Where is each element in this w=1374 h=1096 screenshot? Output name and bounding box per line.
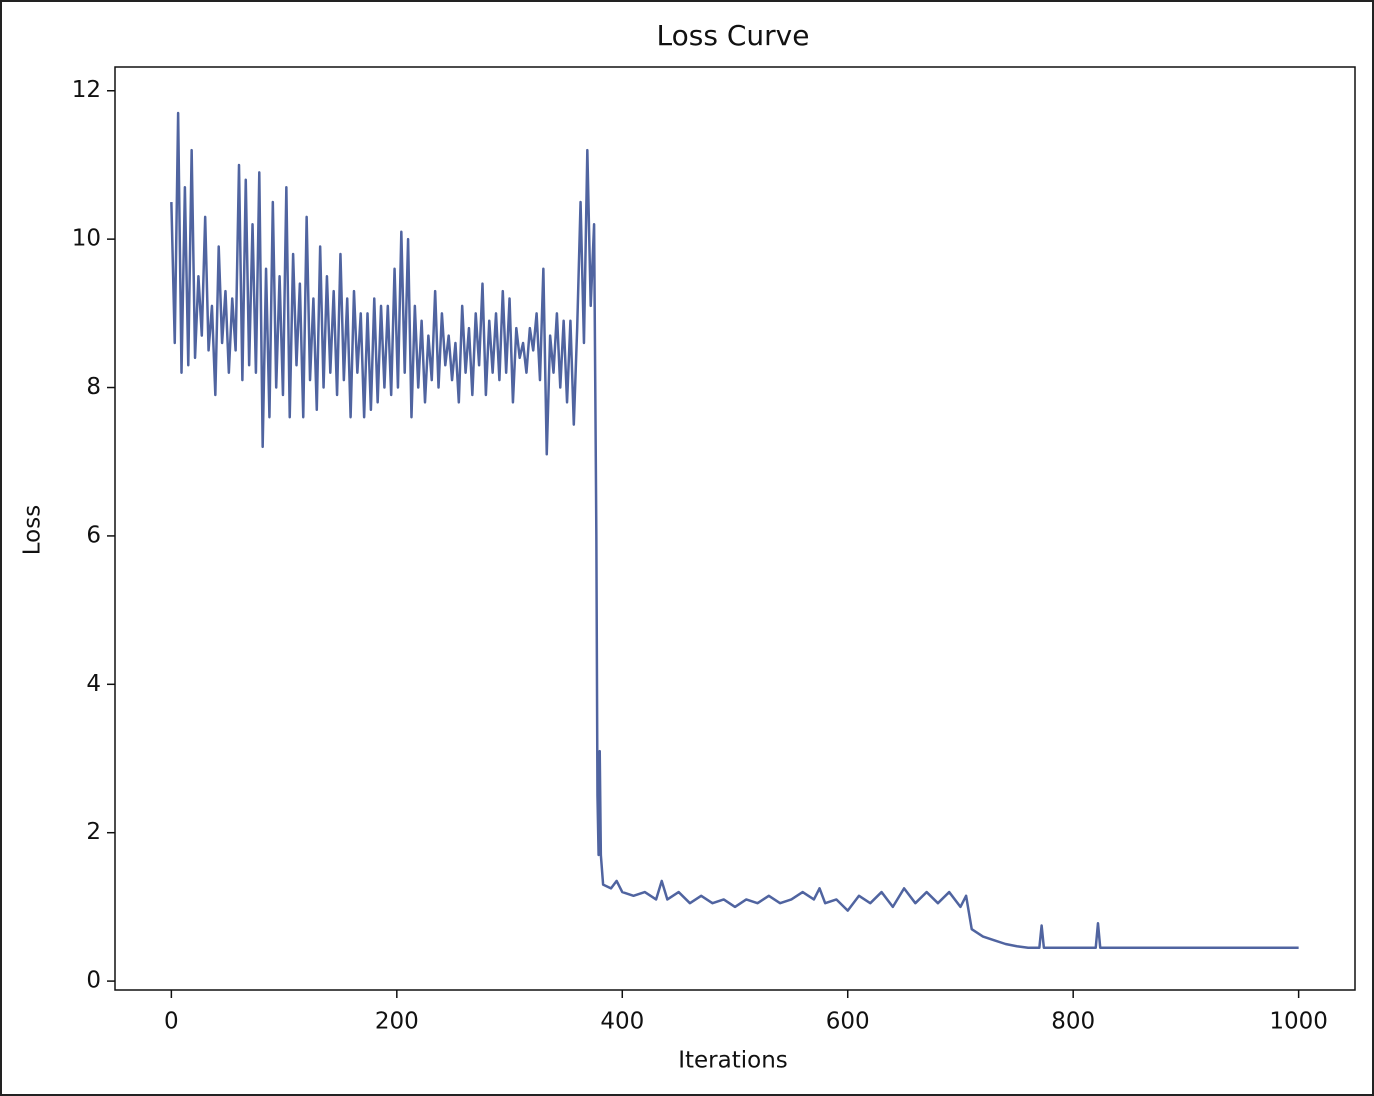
y-tick-label: 8 [86,374,101,400]
x-tick-label: 600 [826,1009,870,1035]
y-axis-label: Loss [20,505,46,555]
x-tick-label: 400 [600,1009,644,1035]
y-tick-label: 2 [86,819,101,845]
x-axis-label: Iterations [678,1048,788,1074]
loss-line [170,111,1299,949]
y-tick-label: 0 [86,968,101,994]
y-tick-label: 6 [86,522,101,548]
plot-frame [114,66,1356,991]
x-tick-label: 200 [375,1009,419,1035]
x-tick-label: 1000 [1269,1009,1328,1035]
x-tick-label: 0 [164,1009,179,1035]
y-tick-label: 10 [72,226,101,252]
chart-title: Loss Curve [657,19,810,52]
y-tick-label: 12 [72,77,101,103]
y-tick-label: 4 [86,671,101,697]
x-tick-label: 800 [1051,1009,1095,1035]
